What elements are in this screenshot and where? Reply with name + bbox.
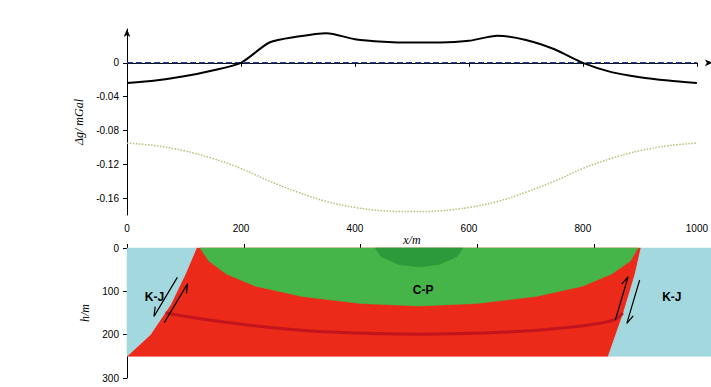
svg-text:h/m: h/m — [78, 304, 92, 322]
svg-text:400: 400 — [347, 223, 364, 234]
svg-text:Δg/ mGal: Δg/ mGal — [72, 98, 86, 146]
svg-text:100: 100 — [102, 286, 119, 297]
svg-text:200: 200 — [233, 223, 250, 234]
svg-text:800: 800 — [575, 223, 592, 234]
svg-text:-0.12: -0.12 — [96, 159, 119, 170]
svg-text:200: 200 — [102, 329, 119, 340]
svg-text:K-J: K-J — [145, 290, 164, 304]
svg-text:-0.08: -0.08 — [96, 125, 119, 136]
svg-text:x/m: x/m — [402, 233, 421, 247]
svg-text:-0.16: -0.16 — [96, 193, 119, 204]
svg-text:C-P: C-P — [413, 283, 434, 297]
svg-text:0: 0 — [113, 243, 119, 254]
svg-text:-0.04: -0.04 — [96, 91, 119, 102]
svg-text:1000: 1000 — [686, 223, 709, 234]
svg-text:600: 600 — [461, 223, 478, 234]
svg-text:0: 0 — [124, 223, 130, 234]
svg-text:0: 0 — [113, 57, 119, 68]
svg-text:K-J: K-J — [662, 290, 681, 304]
svg-text:300: 300 — [102, 373, 119, 384]
